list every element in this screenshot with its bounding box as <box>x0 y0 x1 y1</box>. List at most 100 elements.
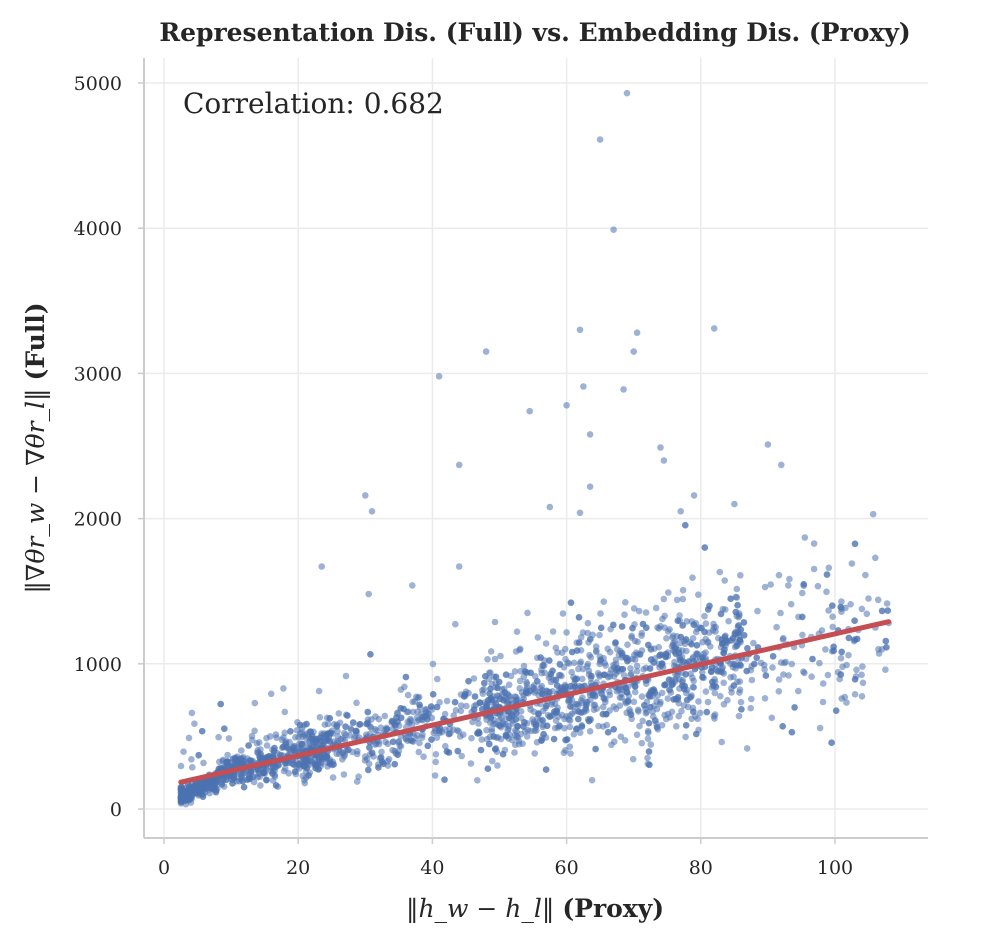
data-point <box>647 656 655 663</box>
data-point <box>764 441 772 448</box>
data-point <box>838 648 845 656</box>
data-point <box>524 609 531 617</box>
data-point <box>207 784 214 792</box>
data-point <box>230 774 238 782</box>
data-point <box>585 717 593 725</box>
data-point <box>496 695 504 703</box>
data-point <box>547 670 555 678</box>
data-point <box>690 684 698 691</box>
data-point <box>484 765 492 772</box>
data-point <box>706 602 713 610</box>
data-point <box>720 679 727 687</box>
data-point <box>737 626 745 633</box>
data-point <box>621 737 629 744</box>
data-point <box>600 598 608 605</box>
data-point <box>716 568 724 576</box>
x-tick-label: 20 <box>286 857 310 879</box>
data-point <box>445 730 453 738</box>
data-point <box>722 606 729 613</box>
data-point <box>224 751 231 759</box>
data-point <box>829 613 836 620</box>
data-point <box>586 431 594 438</box>
data-point <box>701 612 708 620</box>
data-point <box>490 733 498 740</box>
data-point <box>786 575 793 583</box>
data-point <box>731 500 738 508</box>
data-point <box>645 641 652 649</box>
data-point <box>482 348 490 355</box>
data-point <box>661 711 668 719</box>
data-point <box>388 717 396 725</box>
data-point <box>695 698 702 705</box>
data-point <box>404 691 412 699</box>
data-point <box>773 623 780 631</box>
data-point <box>355 773 362 780</box>
data-point <box>263 734 270 742</box>
data-point <box>427 703 435 710</box>
data-point <box>512 716 520 723</box>
data-point <box>732 608 740 616</box>
data-point <box>232 754 239 762</box>
data-point <box>416 739 423 747</box>
data-point <box>683 696 691 704</box>
data-point <box>588 672 595 680</box>
data-point <box>570 659 578 667</box>
data-point <box>685 658 693 665</box>
data-point <box>701 628 708 636</box>
data-point <box>629 624 636 632</box>
data-point <box>767 581 774 588</box>
data-point <box>762 672 770 679</box>
data-point <box>570 731 578 738</box>
data-point <box>461 691 469 698</box>
data-point <box>415 748 423 756</box>
data-point <box>600 694 608 702</box>
data-point <box>644 735 652 742</box>
data-point <box>206 776 214 784</box>
data-point <box>263 776 270 784</box>
data-point <box>546 657 553 664</box>
data-point <box>750 639 757 647</box>
data-point <box>562 736 569 744</box>
data-point <box>777 659 785 666</box>
data-point <box>578 709 585 716</box>
data-point <box>260 769 267 776</box>
data-point <box>702 620 710 627</box>
data-point <box>420 753 427 760</box>
data-point <box>623 689 631 696</box>
data-point <box>361 753 369 760</box>
data-point <box>636 651 644 658</box>
data-point <box>571 676 579 683</box>
data-point <box>452 707 460 714</box>
data-point <box>452 620 459 628</box>
data-point <box>394 718 401 726</box>
data-point <box>661 681 668 689</box>
data-point <box>660 457 668 464</box>
data-point <box>738 706 745 713</box>
data-point <box>325 734 333 741</box>
data-point <box>624 641 631 648</box>
data-point <box>586 728 594 735</box>
data-point <box>596 631 603 639</box>
data-point <box>740 619 748 626</box>
data-point <box>829 602 836 609</box>
data-point <box>335 710 343 717</box>
data-point <box>677 508 684 515</box>
data-point <box>652 717 659 724</box>
data-point <box>848 560 856 567</box>
data-point <box>568 710 576 717</box>
data-point <box>761 583 769 591</box>
data-point <box>878 646 886 653</box>
data-point <box>474 777 481 784</box>
grid-lines <box>144 58 928 838</box>
data-point <box>874 596 882 604</box>
data-point <box>800 581 807 588</box>
data-point <box>553 709 560 716</box>
data-point <box>599 703 607 711</box>
data-point <box>652 604 660 612</box>
data-point <box>488 680 495 688</box>
data-point <box>514 723 522 730</box>
data-point <box>573 647 581 654</box>
data-point <box>608 741 615 749</box>
data-point <box>689 674 696 682</box>
data-point <box>189 764 196 771</box>
